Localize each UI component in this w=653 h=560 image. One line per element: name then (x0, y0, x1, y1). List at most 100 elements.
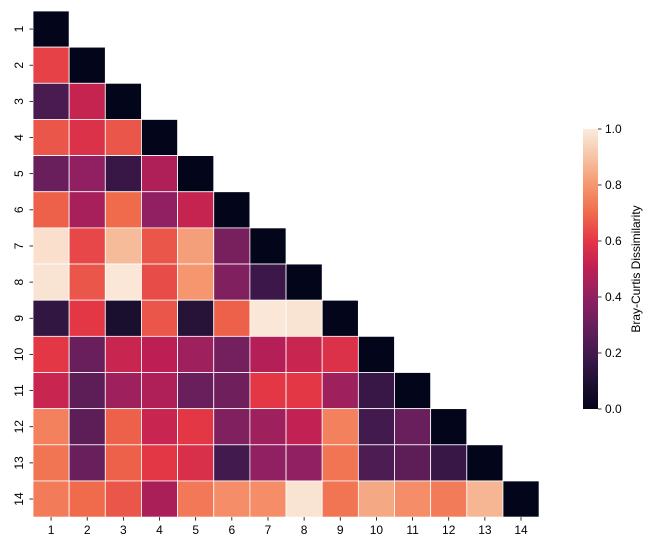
heatmap-cell-r5-c2 (68, 155, 106, 193)
colorbar-tick-label: 0.2 (605, 346, 622, 360)
heatmap-cell-r6-c2 (68, 191, 106, 229)
heatmap-cell-r11-c2 (68, 372, 106, 410)
heatmap-cell-r12-c3 (104, 408, 142, 446)
heatmap-cell-r13-c8 (285, 444, 323, 482)
heatmap-cell-r10-c6 (213, 335, 251, 373)
heatmap-cell-r9-c7 (249, 299, 287, 337)
heatmap-cell-r12-c4 (141, 408, 178, 446)
heatmap-cell-r13-c5 (177, 444, 215, 482)
heatmap-cell-r10-c5 (177, 335, 215, 373)
heatmap-cell-r12-c11 (394, 408, 432, 446)
heatmap-cell-r12-c12 (430, 408, 468, 446)
heatmap-cell-r4-c1 (32, 119, 70, 156)
heatmap-cells (32, 10, 540, 518)
heatmap-cell-r5-c1 (32, 155, 70, 193)
heatmap-cell-r10-c3 (104, 335, 142, 373)
heatmap-cell-r7-c3 (104, 227, 142, 265)
heatmap-cell-r8-c4 (141, 263, 178, 301)
x-tick-label: 5 (192, 523, 199, 537)
heatmap-cell-r13-c3 (104, 444, 142, 482)
y-tick-label: 10 (12, 347, 26, 361)
heatmap-cell-r6-c1 (32, 191, 70, 229)
heatmap-cell-r13-c4 (141, 444, 178, 482)
heatmap-cell-r5-c5 (177, 155, 215, 193)
heatmap-cell-r14-c2 (68, 480, 106, 518)
heatmap-cell-r12-c1 (32, 408, 70, 446)
heatmap-cell-r12-c2 (68, 408, 106, 446)
x-tick-label: 12 (442, 523, 456, 537)
y-tick-label: 4 (12, 134, 26, 141)
heatmap-cell-r9-c4 (141, 299, 178, 337)
heatmap-cell-r1-c1 (32, 10, 70, 48)
heatmap-cell-r13-c9 (321, 444, 359, 482)
heatmap-cell-r14-c11 (394, 480, 432, 518)
x-tick-label: 4 (156, 523, 163, 537)
heatmap-cell-r12-c6 (213, 408, 251, 446)
x-tick-label: 7 (265, 523, 272, 537)
y-tick-label: 2 (12, 62, 26, 69)
heatmap-cell-r12-c9 (321, 408, 359, 446)
heatmap-cell-r7-c7 (249, 227, 287, 265)
heatmap-cell-r13-c2 (68, 444, 106, 482)
heatmap-cell-r11-c8 (285, 372, 323, 410)
heatmap-cell-r4-c4 (141, 119, 178, 156)
heatmap-cell-r14-c7 (249, 480, 287, 518)
heatmap-cell-r13-c12 (430, 444, 468, 482)
heatmap-cell-r7-c1 (32, 227, 70, 265)
heatmap-cell-r14-c6 (213, 480, 251, 518)
heatmap-cell-r3-c3 (104, 82, 142, 120)
heatmap-cell-r14-c10 (357, 480, 395, 518)
heatmap-cell-r14-c5 (177, 480, 215, 518)
heatmap-cell-r10-c2 (68, 335, 106, 373)
heatmap-cell-r12-c5 (177, 408, 215, 446)
heatmap-cell-r8-c7 (249, 263, 287, 301)
colorbar-tick-label: 0.4 (605, 290, 622, 304)
heatmap-cell-r10-c1 (32, 335, 70, 373)
heatmap-cell-r13-c6 (213, 444, 251, 482)
heatmap-cell-r11-c4 (141, 372, 178, 410)
colorbar: 0.0 0.2 0.4 0.6 0.8 1.0 Bray-Curtis Dissimila… (583, 122, 643, 416)
heatmap-cell-r11-c7 (249, 372, 287, 410)
heatmap-cell-r14-c12 (430, 480, 468, 518)
y-tick-label: 9 (12, 315, 26, 322)
colorbar-gradient (583, 129, 598, 409)
colorbar-tick-label: 1.0 (605, 122, 622, 136)
heatmap-cell-r8-c8 (285, 263, 323, 301)
y-tick-label: 12 (12, 420, 26, 434)
heatmap-cell-r3-c2 (68, 82, 106, 120)
heatmap-cell-r11-c3 (104, 372, 142, 410)
heatmap-cell-r6-c3 (104, 191, 142, 229)
heatmap-cell-r8-c6 (213, 263, 251, 301)
colorbar-tick-label: 0.8 (605, 178, 622, 192)
heatmap-cell-r2-c1 (32, 46, 70, 84)
y-tick-label: 6 (12, 206, 26, 213)
heatmap-cell-r14-c8 (285, 480, 323, 518)
x-tick-label: 9 (337, 523, 344, 537)
heatmap-cell-r14-c1 (32, 480, 70, 518)
heatmap-cell-r6-c4 (141, 191, 178, 229)
heatmap-cell-r9-c5 (177, 299, 215, 337)
heatmap-cell-r11-c6 (213, 372, 251, 410)
heatmap-cell-r3-c1 (32, 82, 70, 120)
y-tick-label: 14 (12, 492, 26, 506)
x-tick-label: 10 (370, 523, 384, 537)
heatmap-cell-r10-c10 (357, 335, 395, 373)
y-tick-label: 3 (12, 98, 26, 105)
colorbar-tick-label: 0.0 (605, 402, 622, 416)
heatmap-cell-r7-c4 (141, 227, 178, 265)
heatmap-cell-r9-c2 (68, 299, 106, 337)
heatmap-cell-r13-c1 (32, 444, 70, 482)
heatmap-cell-r14-c3 (104, 480, 142, 518)
x-tick-label: 3 (120, 523, 127, 537)
heatmap-cell-r10-c4 (141, 335, 178, 373)
heatmap-cell-r14-c13 (466, 480, 504, 518)
heatmap-cell-r9-c1 (32, 299, 70, 337)
heatmap-cell-r9-c3 (104, 299, 142, 337)
heatmap-cell-r4-c3 (104, 119, 142, 156)
heatmap-cell-r9-c6 (213, 299, 251, 337)
heatmap-cell-r14-c4 (141, 480, 178, 518)
x-tick-label: 14 (514, 523, 528, 537)
y-tick-label: 13 (12, 456, 26, 470)
heatmap-cell-r5-c3 (104, 155, 142, 193)
heatmap-cell-r8-c1 (32, 263, 70, 301)
